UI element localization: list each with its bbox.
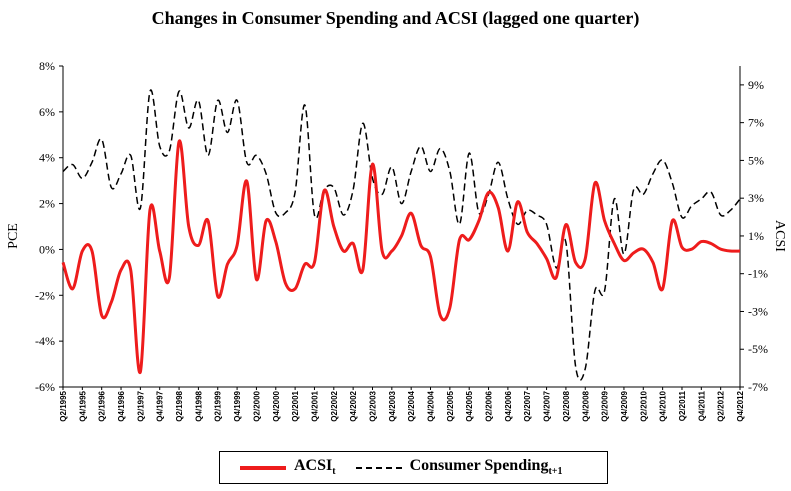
y-right-tick-label: -5% — [748, 342, 768, 356]
x-tick-label: Q2/2002 — [330, 390, 339, 421]
series-line-consumer-spending — [62, 89, 741, 381]
x-tick-label: Q4/1995 — [78, 390, 87, 421]
y-right-tick-label: 9% — [748, 78, 764, 92]
x-tick-label: Q2/1996 — [98, 390, 107, 421]
x-tick-label: Q4/2006 — [504, 390, 513, 421]
y-right-tick-label: 1% — [748, 229, 764, 243]
x-tick-label: Q2/2003 — [368, 390, 377, 421]
y-right-tick-label: -1% — [748, 267, 768, 281]
x-tick-label: Q4/2011 — [697, 390, 706, 421]
x-tick-label: Q2/2004 — [407, 390, 416, 421]
x-tick-label: Q4/2000 — [272, 390, 281, 421]
x-tick-label: Q4/1999 — [233, 390, 242, 421]
y-left-tick-label: -2% — [35, 288, 55, 302]
y-axis-left-title: PCE — [6, 223, 21, 249]
y-right-tick-label: 7% — [748, 116, 764, 130]
x-tick-label: Q2/2010 — [639, 390, 648, 421]
x-tick-label: Q2/2012 — [717, 390, 726, 421]
y-left-tick-label: 8% — [39, 59, 55, 73]
x-tick-label: Q4/1996 — [117, 390, 126, 421]
y-right-tick-label: -3% — [748, 304, 768, 318]
x-tick-label: Q4/2009 — [620, 390, 629, 421]
y-left-tick-label: -4% — [35, 334, 55, 348]
x-tick-label: Q2/2007 — [523, 390, 532, 421]
legend-swatch-consumer-spending — [355, 466, 402, 469]
series-lines — [61, 89, 741, 381]
x-tick-label: Q2/1995 — [59, 390, 68, 421]
legend-item-consumer-spending: Consumer Spendingt+1 — [336, 457, 563, 478]
x-tick-label: Q2/2001 — [291, 390, 300, 421]
legend-swatch-acsi — [240, 465, 286, 470]
x-tick-label: Q4/1997 — [156, 390, 165, 421]
legend-label-acsi: ACSIt — [294, 457, 336, 478]
y-right-tick-label: 3% — [748, 191, 764, 205]
x-tick-label: Q4/2001 — [310, 390, 319, 421]
axes — [62, 66, 741, 388]
x-tick-label: Q4/1998 — [194, 390, 203, 421]
x-tick-label: Q2/1998 — [175, 390, 184, 421]
x-tick-label: Q4/2003 — [388, 390, 397, 421]
x-tick-label: Q2/2011 — [678, 390, 687, 421]
x-tick-label: Q4/2012 — [736, 390, 745, 421]
x-tick-label: Q4/2007 — [543, 390, 552, 421]
legend-item-acsi: ACSIt — [220, 457, 336, 478]
y-left-tick-label: 0% — [39, 242, 55, 256]
x-tick-label: Q4/2004 — [427, 390, 436, 421]
y-axis-right-title: ACSI — [772, 220, 787, 252]
legend-label-consumer-spending: Consumer Spendingt+1 — [409, 457, 563, 478]
y-left-tick-label: 2% — [39, 197, 55, 211]
legend: ACSIt Consumer Spendingt+1 — [219, 451, 608, 484]
series-line-acsi — [61, 139, 741, 374]
x-tick-label: Q2/2008 — [562, 390, 571, 421]
x-tick-label: Q4/2002 — [349, 390, 358, 421]
x-tick-label: Q2/1999 — [214, 390, 223, 421]
x-tick-label: Q4/2005 — [465, 390, 474, 421]
y-right-tick-label: 5% — [748, 153, 764, 167]
y-left-tick-label: -6% — [35, 380, 55, 394]
category-labels: Q2/1995 Q4/1995 Q2/1996 Q4/1996 Q2/1997 Q4/19… — [59, 387, 745, 422]
x-tick-label: Q4/2010 — [659, 390, 668, 421]
x-tick-label: Q2/2000 — [252, 390, 261, 421]
x-tick-label: Q2/1997 — [136, 390, 145, 421]
y-left-tick-label: 4% — [39, 151, 55, 165]
x-tick-label: Q2/2005 — [446, 390, 455, 421]
chart-title: Changes in Consumer Spending and ACSI (l… — [151, 8, 640, 28]
tick-labels: 8% 6% 4% 2% 0% -2% -4% -6% 9% 7% 5% 3% 1% -1% -3% -5% -7… — [35, 59, 768, 394]
y-left-tick-label: 6% — [39, 105, 55, 119]
x-tick-label: Q4/2008 — [581, 390, 590, 421]
y-right-tick-label: -7% — [748, 380, 768, 394]
x-tick-label: Q2/2006 — [485, 390, 494, 421]
x-tick-label: Q2/2009 — [601, 390, 610, 421]
